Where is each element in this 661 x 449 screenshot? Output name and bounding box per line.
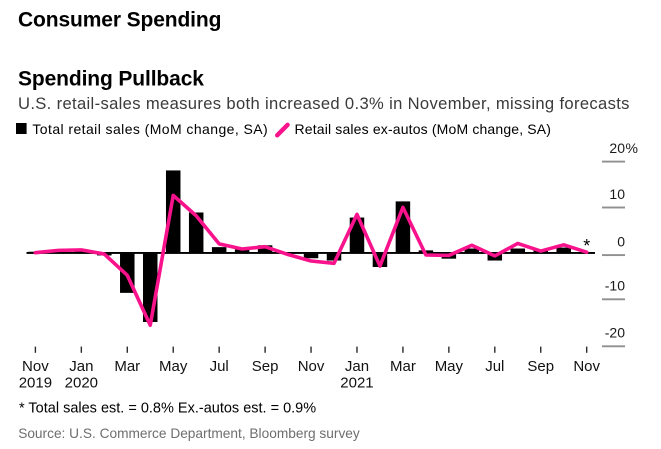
svg-text:2020: 2020 (65, 375, 98, 392)
svg-text:May: May (159, 358, 188, 375)
svg-text:Jul: Jul (485, 358, 504, 375)
svg-text:Jan: Jan (345, 358, 369, 375)
svg-text:Jan: Jan (69, 358, 93, 375)
svg-text:-10: -10 (605, 278, 625, 294)
svg-text:-20: -20 (605, 325, 625, 341)
svg-text:Nov: Nov (573, 358, 600, 375)
svg-text:Nov: Nov (22, 358, 49, 375)
svg-text:U.S. retail-sales measures bot: U.S. retail-sales measures both increase… (18, 94, 630, 113)
svg-text:Consumer Spending: Consumer Spending (18, 9, 221, 32)
svg-text:%: % (626, 140, 638, 156)
svg-text:Total retail sales (MoM change: Total retail sales (MoM change, SA) (32, 121, 268, 137)
svg-text:10: 10 (609, 186, 625, 202)
svg-text:20: 20 (609, 140, 625, 156)
svg-text:Spending Pullback: Spending Pullback (18, 68, 204, 91)
svg-text:Source: U.S. Commerce Departme: Source: U.S. Commerce Department, Bloomb… (18, 426, 360, 441)
svg-text:Jul: Jul (210, 358, 229, 375)
svg-text:Mar: Mar (390, 358, 416, 375)
svg-text:Sep: Sep (527, 358, 554, 375)
svg-text:Sep: Sep (252, 358, 279, 375)
svg-text:*: * (583, 236, 590, 256)
svg-text:2021: 2021 (340, 375, 373, 392)
svg-text:* Total sales est. = 0.8% Ex.-: * Total sales est. = 0.8% Ex.-autos est.… (19, 401, 316, 417)
svg-text:May: May (435, 358, 464, 375)
svg-text:2019: 2019 (19, 375, 52, 392)
svg-text:Mar: Mar (114, 358, 140, 375)
svg-text:Nov: Nov (298, 358, 325, 375)
svg-text:0: 0 (617, 234, 625, 250)
svg-text:Retail sales ex-autos (MoM cha: Retail sales ex-autos (MoM change, SA) (295, 121, 552, 137)
